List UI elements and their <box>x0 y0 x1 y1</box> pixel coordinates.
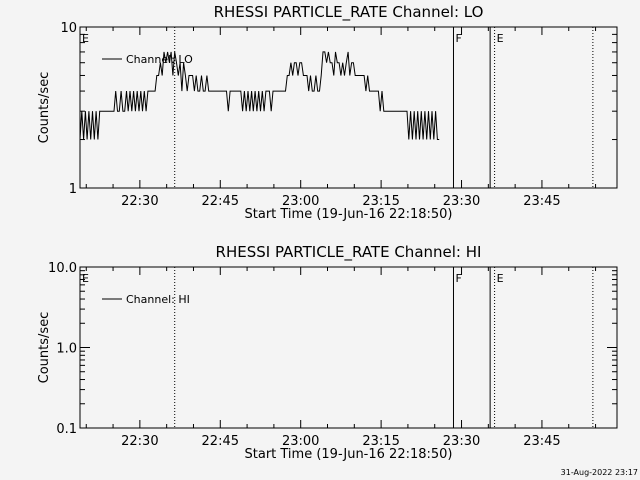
x-tick-label: 23:00 <box>282 434 319 449</box>
y-tick-label: 10.0 <box>48 261 77 276</box>
plot-frame <box>79 266 618 429</box>
y-tick-label: 10 <box>60 21 77 36</box>
x-tick-label: 23:30 <box>443 194 480 209</box>
series-line-channel-lo <box>79 51 440 140</box>
y-axis-label: Counts/sec <box>37 312 52 384</box>
x-tick-label: 23:30 <box>443 434 480 449</box>
y-tick-label: 0.1 <box>56 422 77 437</box>
x-tick-label: 23:00 <box>282 194 319 209</box>
event-marker-label: E <box>82 272 89 285</box>
x-tick-label: 23:15 <box>362 194 399 209</box>
x-tick-label: 23:45 <box>523 434 560 449</box>
x-tick-label: 23:15 <box>362 434 399 449</box>
plot-frame <box>79 26 618 189</box>
x-tick-label: 22:45 <box>202 194 239 209</box>
x-tick-label: 22:45 <box>202 434 239 449</box>
chart-title: RHESSI PARTICLE_RATE Channel: LO <box>214 3 484 22</box>
event-marker-label: E <box>497 32 504 45</box>
hi-channel-panel: RHESSI PARTICLE_RATE Channel: HI 22:30 22:… <box>37 243 618 462</box>
legend-label: Channel: HI <box>126 293 190 306</box>
x-tick-label: 22:30 <box>121 434 158 449</box>
event-marker-label: E <box>497 272 504 285</box>
event-marker-label: F <box>455 32 461 45</box>
x-tick-label: 22:30 <box>121 194 158 209</box>
x-axis-label: Start Time (19-Jun-16 22:18:50) <box>245 207 453 222</box>
event-marker-label: E <box>82 32 89 45</box>
plot-date-stamp: 31-Aug-2022 23:17 <box>561 468 638 477</box>
chart-title: RHESSI PARTICLE_RATE Channel: HI <box>216 243 482 262</box>
event-marker-label: F <box>455 272 461 285</box>
x-tick-label: 23:45 <box>523 194 560 209</box>
y-axis-label: Counts/sec <box>37 72 52 144</box>
y-tick-label: 1.0 <box>56 342 77 357</box>
lo-channel-panel: RHESSI PARTICLE_RATE Channel: LO 22:30 22:… <box>37 3 618 222</box>
y-tick-label: 1 <box>69 182 77 197</box>
x-axis-label: Start Time (19-Jun-16 22:18:50) <box>245 447 453 462</box>
